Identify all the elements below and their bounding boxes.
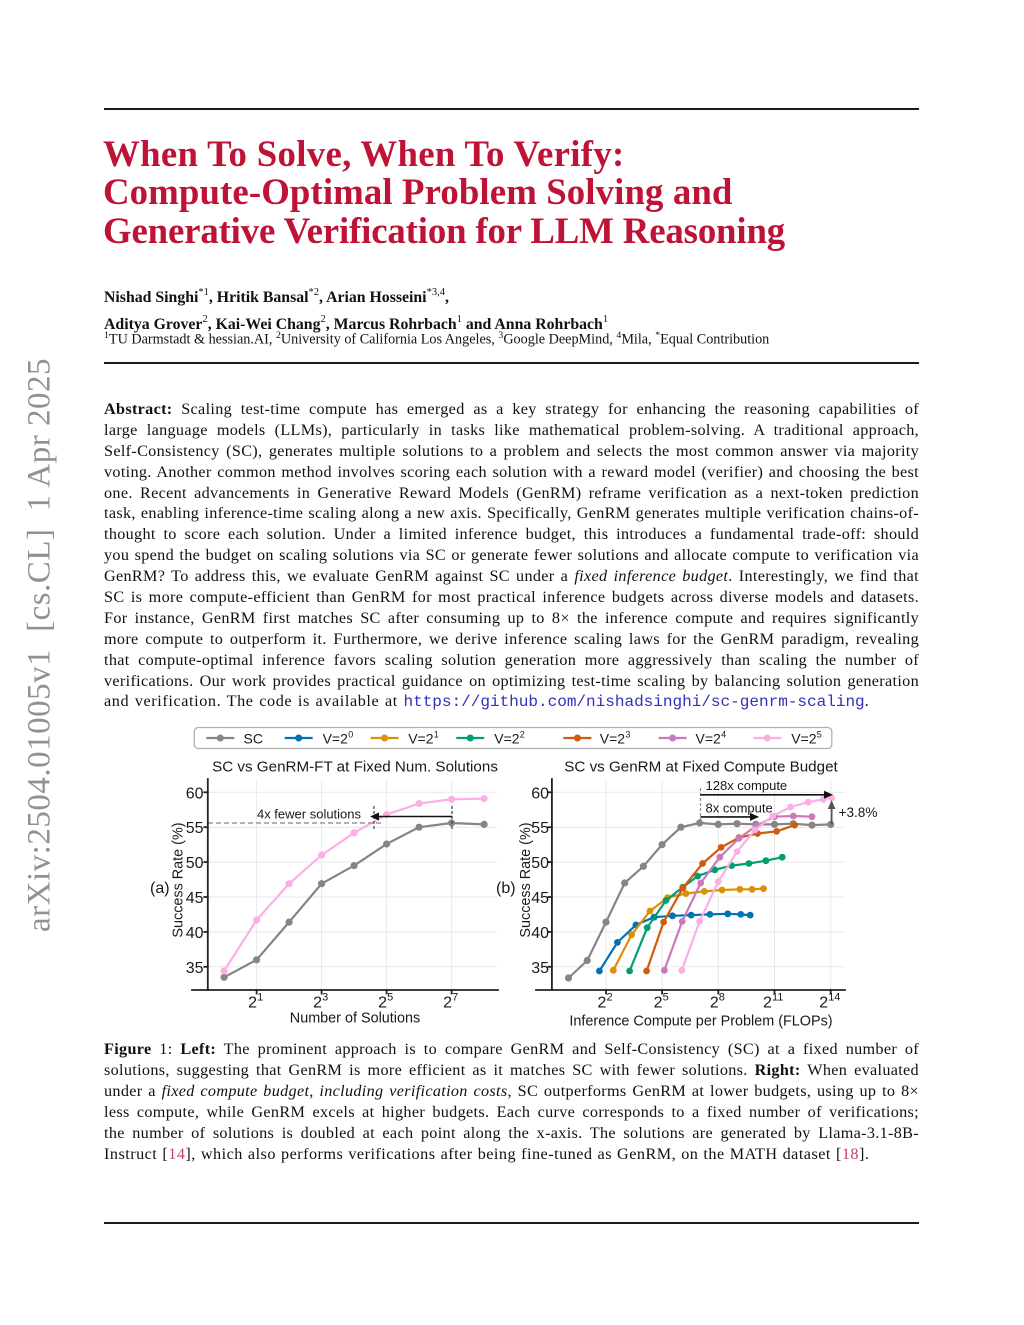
svg-text:(b): (b) [496,880,516,897]
svg-text:SC vs GenRM-FT at Fixed Num. S: SC vs GenRM-FT at Fixed Num. Solutions [212,759,498,776]
svg-text:3: 3 [322,992,328,1004]
svg-text:1: 1 [257,992,263,1004]
svg-text:55: 55 [531,820,549,837]
svg-text:V=2: V=2 [696,731,722,747]
svg-text:5: 5 [817,730,822,740]
svg-text:35: 35 [186,960,204,977]
svg-text:Success Rate (%): Success Rate (%) [518,822,534,937]
svg-text:14: 14 [828,992,840,1004]
svg-text:40: 40 [186,925,204,942]
svg-text:2: 2 [598,995,607,1012]
svg-text:35: 35 [531,960,549,977]
svg-text:V=2: V=2 [600,731,626,747]
svg-text:2: 2 [443,995,452,1012]
svg-text:V=2: V=2 [791,731,817,747]
svg-text:2: 2 [313,995,322,1012]
svg-text:2: 2 [607,992,613,1004]
svg-text:2: 2 [378,995,387,1012]
svg-text:0: 0 [348,730,353,740]
svg-text:60: 60 [531,785,549,802]
svg-text:8x compute: 8x compute [706,801,773,816]
svg-text:SC vs GenRM at Fixed Compute B: SC vs GenRM at Fixed Compute Budget [564,759,838,776]
svg-text:V=2: V=2 [408,731,434,747]
svg-text:+3.8%: +3.8% [839,805,878,820]
svg-text:2: 2 [248,995,257,1012]
svg-text:Inference Compute per Problem: Inference Compute per Problem (FLOPs) [569,1014,832,1030]
svg-text:5: 5 [663,992,669,1004]
svg-text:Success Rate (%): Success Rate (%) [171,822,187,937]
svg-text:2: 2 [520,730,525,740]
svg-text:50: 50 [186,855,204,872]
svg-text:3: 3 [625,730,630,740]
svg-text:V=2: V=2 [494,731,520,747]
svg-text:5: 5 [387,992,393,1004]
svg-text:8: 8 [719,992,725,1004]
svg-text:SC: SC [244,731,263,747]
svg-text:2: 2 [654,995,663,1012]
svg-text:1: 1 [434,730,439,740]
svg-text:(a): (a) [150,880,170,897]
svg-text:40: 40 [531,925,549,942]
svg-text:128x compute: 128x compute [706,778,788,793]
svg-text:4: 4 [721,730,726,740]
svg-text:2: 2 [710,995,719,1012]
svg-text:4x fewer solutions: 4x fewer solutions [257,807,362,822]
svg-text:60: 60 [186,785,204,802]
svg-text:V=2: V=2 [323,731,349,747]
svg-text:7: 7 [452,992,458,1004]
svg-text:Number of Solutions: Number of Solutions [290,1011,420,1027]
svg-text:45: 45 [531,890,549,907]
svg-text:55: 55 [186,820,204,837]
svg-text:50: 50 [531,855,549,872]
svg-text:2: 2 [819,995,828,1012]
svg-text:11: 11 [772,992,783,1004]
svg-text:2: 2 [763,995,772,1012]
svg-text:45: 45 [186,890,204,907]
